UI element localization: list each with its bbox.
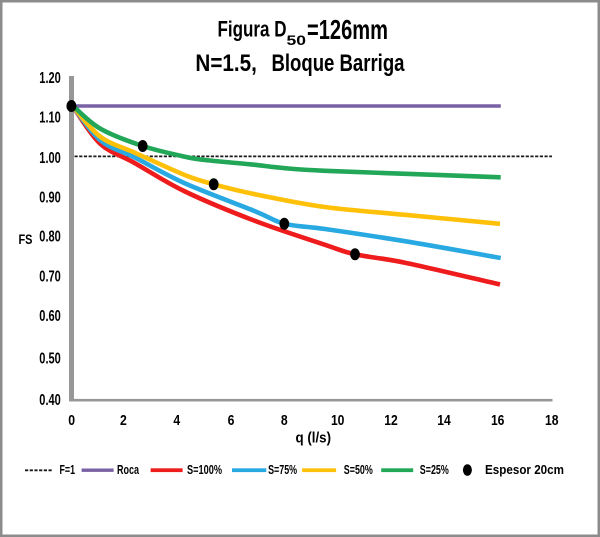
svg-text:1.10: 1.10 [39, 109, 61, 126]
svg-text:S=100%: S=100% [187, 463, 222, 477]
svg-text:10: 10 [331, 412, 345, 429]
svg-text:6: 6 [228, 412, 235, 429]
svg-text:Figura D: Figura D [218, 17, 287, 42]
svg-text:12: 12 [384, 412, 398, 429]
svg-text:18: 18 [545, 412, 559, 429]
svg-text:Bloque Barriga: Bloque Barriga [272, 50, 405, 77]
svg-text:q (l/s): q (l/s) [296, 430, 332, 447]
svg-text:0.90: 0.90 [39, 189, 61, 206]
svg-text:S=50%: S=50% [344, 463, 373, 477]
svg-text:50: 50 [287, 32, 307, 48]
svg-text:0.50: 0.50 [39, 351, 61, 368]
svg-text:=126mm: =126mm [307, 14, 388, 45]
svg-text:S=25%: S=25% [420, 463, 449, 477]
svg-text:Espesor 20cm: Espesor 20cm [485, 463, 564, 477]
svg-text:0: 0 [68, 412, 75, 429]
svg-text:16: 16 [491, 412, 505, 429]
svg-text:0.70: 0.70 [39, 268, 61, 285]
svg-text:1.00: 1.00 [39, 150, 61, 167]
svg-text:4: 4 [173, 412, 180, 429]
svg-text:0.60: 0.60 [39, 308, 61, 325]
svg-text:FS: FS [19, 232, 33, 247]
svg-text:1.20: 1.20 [39, 70, 61, 87]
svg-text:0.40: 0.40 [39, 392, 61, 409]
svg-text:2: 2 [120, 412, 127, 429]
svg-text:F=1: F=1 [60, 463, 76, 477]
svg-text:S=75%: S=75% [268, 463, 297, 477]
svg-text:0.80: 0.80 [39, 229, 61, 246]
svg-text:Roca: Roca [117, 463, 140, 477]
svg-text:N=1.5,: N=1.5, [195, 50, 257, 77]
svg-text:14: 14 [437, 412, 451, 429]
svg-text:8: 8 [281, 412, 288, 429]
